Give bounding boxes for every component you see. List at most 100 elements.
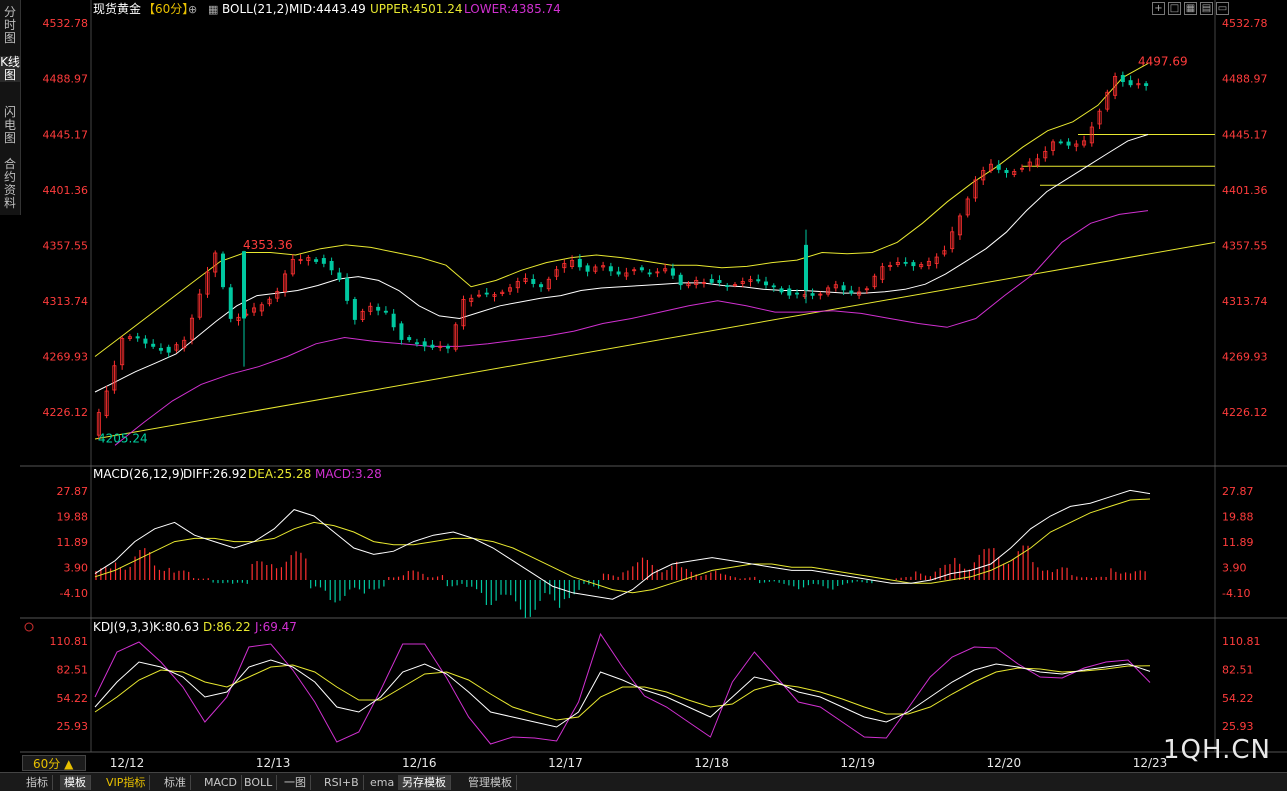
candle-body xyxy=(965,198,970,216)
candle-body xyxy=(670,268,675,276)
candle-body xyxy=(500,291,505,294)
candle-body xyxy=(484,292,489,295)
candle-body xyxy=(1020,167,1025,170)
instrument-title: 现货黄金 xyxy=(93,1,141,16)
candle-body xyxy=(158,347,163,351)
tab-contract-info[interactable]: 合约资料 xyxy=(3,157,16,210)
btab-vip[interactable]: VIP指标 xyxy=(102,775,151,790)
candle-body xyxy=(1058,141,1063,144)
date-label: 12/16 xyxy=(402,756,437,770)
date-label: 12/12 xyxy=(110,756,145,770)
minimize-icon[interactable]: ▭ xyxy=(1216,2,1229,15)
candle-body xyxy=(771,285,776,288)
date-label: 12/17 xyxy=(548,756,583,770)
kdj-ytick-right: 110.81 xyxy=(1222,635,1261,648)
peak-annotation: 4353.36 xyxy=(243,238,293,252)
btab-indicator[interactable]: 指标 xyxy=(22,775,53,790)
macd-ytick-right: 27.87 xyxy=(1222,485,1254,498)
candle-body xyxy=(96,412,101,436)
btab-save-template[interactable]: 另存模板 xyxy=(398,775,451,790)
candle-body xyxy=(352,299,357,320)
candle-body xyxy=(383,310,388,313)
candle-body xyxy=(833,284,838,289)
tab-kline[interactable]: K线图 xyxy=(0,55,20,82)
price-ytick-left: 4313.74 xyxy=(43,295,89,308)
candle-body xyxy=(872,275,877,288)
btab-onechart[interactable]: 一图 xyxy=(280,775,311,790)
kdj-ytick-left: 54.22 xyxy=(57,692,89,705)
btab-macd[interactable]: MACD xyxy=(200,775,242,790)
kdj-k-line xyxy=(94,659,1151,728)
layout-icon[interactable]: ▤ xyxy=(1200,2,1213,15)
macd-ytick-right: -4.10 xyxy=(1222,587,1250,600)
kdj-settings-icon xyxy=(24,622,34,632)
macd-macd-value: MACD:3.28 xyxy=(315,467,382,481)
candle-body xyxy=(1043,150,1048,159)
candle-body xyxy=(112,365,117,391)
candle-body xyxy=(438,345,443,348)
candle-body xyxy=(694,279,699,285)
period-selector-label: 60分 xyxy=(33,757,61,771)
candle-body xyxy=(608,266,613,272)
candle-body xyxy=(220,253,225,288)
macd-label: MACD(26,12,9) xyxy=(93,467,184,481)
macd-ytick-left: 27.87 xyxy=(57,485,89,498)
candle-body xyxy=(562,263,567,269)
candle-body xyxy=(942,250,947,255)
candle-body xyxy=(554,269,559,277)
candle-body xyxy=(686,283,691,287)
candle-body xyxy=(151,343,156,347)
candle-body xyxy=(445,345,450,349)
btab-boll[interactable]: BOLL xyxy=(240,775,278,790)
price-ytick-left: 4226.12 xyxy=(43,406,89,419)
candle-body xyxy=(841,285,846,291)
candle-body xyxy=(1120,74,1125,83)
period-selector[interactable]: 60分 ▲ xyxy=(22,755,86,771)
boll-upper-value: UPPER:4501.24 xyxy=(370,2,462,16)
candle-body xyxy=(197,293,202,318)
btab-rsib[interactable]: RSI+B xyxy=(320,775,364,790)
macd-ytick-left: 3.90 xyxy=(64,562,89,575)
price-ytick-left: 4488.97 xyxy=(43,73,89,86)
grid-icon[interactable]: ▦ xyxy=(1184,2,1197,15)
candle-body xyxy=(795,292,800,295)
tab-flash[interactable]: 闪电图 xyxy=(3,105,16,145)
candle-body xyxy=(306,257,311,261)
candle-body xyxy=(135,336,140,339)
tab-timeshare[interactable]: 分时图 xyxy=(3,5,16,45)
candle-body xyxy=(934,256,939,264)
macd-ytick-right: 19.88 xyxy=(1222,510,1254,523)
crosshair-icon[interactable]: + xyxy=(1152,2,1165,15)
candle-body xyxy=(701,282,706,284)
view-tabs: 分时图 K线图 闪电图 合约资料 xyxy=(0,0,21,215)
candle-body xyxy=(678,274,683,286)
kdj-d-line xyxy=(94,664,1151,721)
fullscreen-icon[interactable]: □ xyxy=(1168,2,1181,15)
btab-standard[interactable]: 标准 xyxy=(160,775,191,790)
macd-ytick-left: 19.88 xyxy=(57,510,89,523)
candle-body xyxy=(539,284,544,288)
candle-body xyxy=(639,267,644,271)
btab-template[interactable]: 模板 xyxy=(60,775,91,790)
macd-ytick-right: 3.90 xyxy=(1222,562,1247,575)
candle-body xyxy=(632,269,637,272)
price-ytick-right: 4269.93 xyxy=(1222,351,1268,364)
candle-body xyxy=(926,260,931,266)
price-ytick-left: 4357.55 xyxy=(43,239,89,252)
date-label: 12/13 xyxy=(256,756,291,770)
kdj-d-value: D:86.22 xyxy=(203,620,251,634)
instrument-period: 【60分】 xyxy=(143,2,194,16)
boll-upper-line xyxy=(94,63,1149,357)
btab-manage-template[interactable]: 管理模板 xyxy=(464,775,517,790)
candle-body xyxy=(476,294,481,297)
indicator-icon: ▦ xyxy=(208,3,218,16)
candle-body xyxy=(523,277,528,282)
price-ytick-left: 4532.78 xyxy=(43,17,89,30)
kdj-label: KDJ(9,3,3) xyxy=(93,620,154,634)
price-ytick-left: 4269.93 xyxy=(43,351,89,364)
candle-body xyxy=(461,299,466,327)
btab-ema[interactable]: ema xyxy=(366,775,400,790)
date-label: 12/20 xyxy=(987,756,1022,770)
date-label: 12/19 xyxy=(840,756,875,770)
boll-label: BOLL(21,2) xyxy=(222,2,289,16)
